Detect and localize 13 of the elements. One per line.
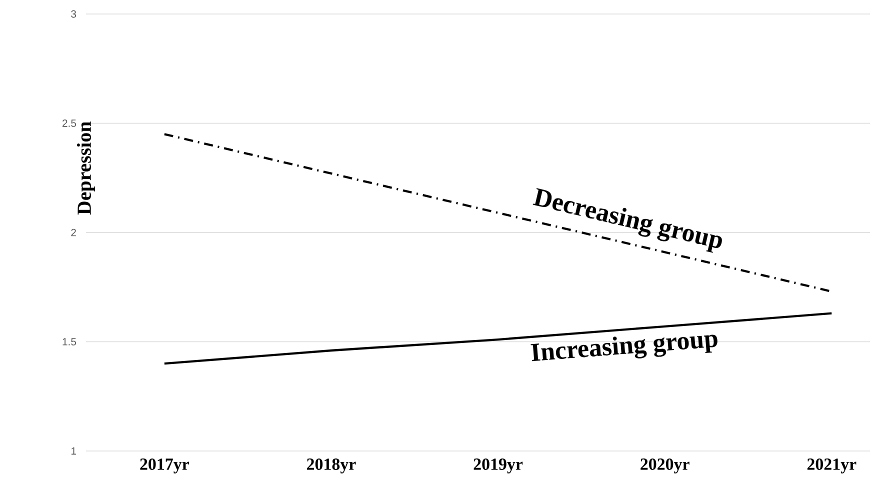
y-tick-label: 3 <box>71 10 76 18</box>
series-label: Increasing group <box>530 334 718 362</box>
y-tick-label: 1.5 <box>62 338 76 346</box>
y-tick-label: 1 <box>71 447 76 455</box>
x-tick-label: 2020yr <box>640 458 690 474</box>
x-tick-label: 2021yr <box>807 458 856 474</box>
line-series <box>163 312 833 365</box>
y-tick-label: 2.5 <box>62 120 76 127</box>
y-axis-title: Depression <box>76 122 96 215</box>
y-tick-label: 2 <box>71 228 76 236</box>
x-tick-label: 2018yr <box>307 458 356 474</box>
x-tick-label: 2017yr <box>140 458 189 474</box>
x-tick-label: 2019yr <box>474 458 523 474</box>
